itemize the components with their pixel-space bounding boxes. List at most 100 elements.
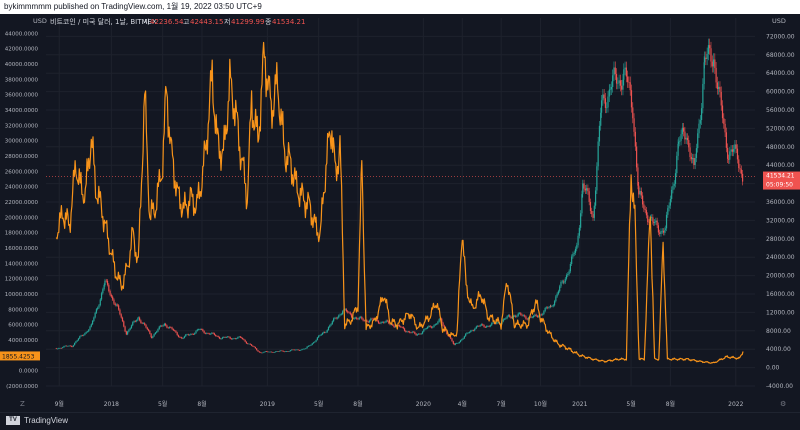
price-candle [517, 313, 519, 316]
price-candle [256, 348, 258, 351]
left-axis-tick: 6000.0000 [8, 323, 38, 329]
price-candle [380, 322, 382, 324]
price-candle [491, 323, 493, 326]
price-candle [588, 191, 590, 202]
price-candle [503, 318, 506, 320]
price-candle [349, 312, 351, 315]
tradingview-logo[interactable]: TV TradingView [6, 416, 69, 426]
price-candle [580, 213, 582, 228]
price-candle [414, 331, 416, 334]
price-candle [690, 157, 692, 160]
price-candle [108, 284, 110, 291]
price-candle [212, 332, 214, 334]
price-candle [742, 173, 744, 182]
price-candle [653, 221, 656, 223]
price-candle [188, 334, 191, 336]
price-candle [515, 315, 517, 317]
price-candle [287, 351, 289, 352]
price-candle [450, 336, 452, 339]
price-candle [221, 337, 224, 339]
price-candle [568, 271, 570, 274]
price-candle [312, 342, 315, 344]
footer-bar [0, 412, 800, 430]
price-candle [60, 348, 62, 349]
left-scale-toggle[interactable]: Z [20, 400, 25, 408]
price-candle [561, 281, 563, 283]
x-axis-tick: 8월 [666, 400, 675, 408]
left-axis-tick: 14000.0000 [5, 261, 39, 267]
price-candle [736, 148, 739, 160]
price-candle [420, 333, 422, 335]
x-axis-tick: 2021 [572, 401, 587, 408]
price-candle [398, 325, 401, 327]
high-label: 고 [183, 18, 190, 26]
price-candle [668, 205, 670, 209]
left-axis-tick: 36000.0000 [5, 93, 39, 99]
price-candle [234, 338, 236, 339]
price-candle [393, 326, 395, 328]
price-candle [394, 326, 397, 328]
price-candle [600, 112, 602, 126]
price-candle [574, 248, 577, 253]
price-candle [144, 323, 146, 325]
price-candle [177, 335, 180, 337]
price-candle [132, 322, 134, 326]
price-candle [260, 352, 262, 354]
price-candle [288, 351, 290, 352]
price-candle [452, 341, 454, 344]
price-candle [669, 198, 671, 206]
price-candle [213, 333, 215, 335]
price-candle [232, 338, 234, 340]
price-candle [368, 320, 371, 323]
tradingview-logo-icon: TV [6, 416, 20, 426]
x-axis-tick: 10월 [534, 400, 547, 408]
price-candle [587, 188, 589, 192]
chart[interactable]: 72000.00 68000.00 64000.00 60000.00 56000.00… [0, 14, 800, 410]
price-candle [604, 98, 607, 108]
price-candle [204, 333, 207, 334]
price-candle [715, 67, 717, 83]
price-candle [739, 167, 741, 170]
price-candle [100, 293, 103, 300]
price-candle [581, 194, 583, 214]
price-candle [350, 314, 353, 318]
price-candle [253, 346, 255, 348]
price-candle [592, 214, 594, 218]
price-candle [259, 352, 261, 353]
price-candle [480, 324, 483, 326]
price-candle [552, 305, 554, 307]
price-candle [303, 348, 306, 350]
price-candle [282, 350, 284, 352]
right-axis-tick: 8000.00 [766, 328, 791, 335]
tradingview-logo-text: TradingView [24, 416, 69, 425]
price-candle [527, 317, 530, 320]
price-candle [709, 45, 711, 49]
price-candle [366, 320, 368, 322]
price-candle [168, 327, 171, 328]
price-candle [115, 304, 118, 306]
price-candle [211, 332, 213, 334]
price-candle [311, 343, 313, 345]
price-candle [268, 351, 270, 353]
price-candle [109, 290, 111, 295]
price-candle [403, 328, 406, 331]
price-candle [302, 348, 304, 350]
price-candle [507, 315, 510, 317]
price-candle [370, 318, 372, 321]
settings-icon[interactable]: ⚙ [780, 400, 786, 408]
price-candle [478, 325, 480, 327]
price-candle [273, 352, 275, 353]
price-candle [383, 322, 385, 323]
price-candle [314, 341, 316, 343]
price-candle [278, 351, 280, 352]
price-candle [475, 326, 477, 329]
price-candle [661, 230, 663, 232]
price-candle [218, 337, 221, 339]
price-candle [598, 125, 601, 142]
price-candle [298, 350, 301, 351]
price-candle [125, 331, 127, 335]
price-candle [502, 319, 504, 322]
price-candle [582, 183, 584, 195]
price-candle [289, 350, 292, 352]
price-candle [459, 340, 462, 342]
